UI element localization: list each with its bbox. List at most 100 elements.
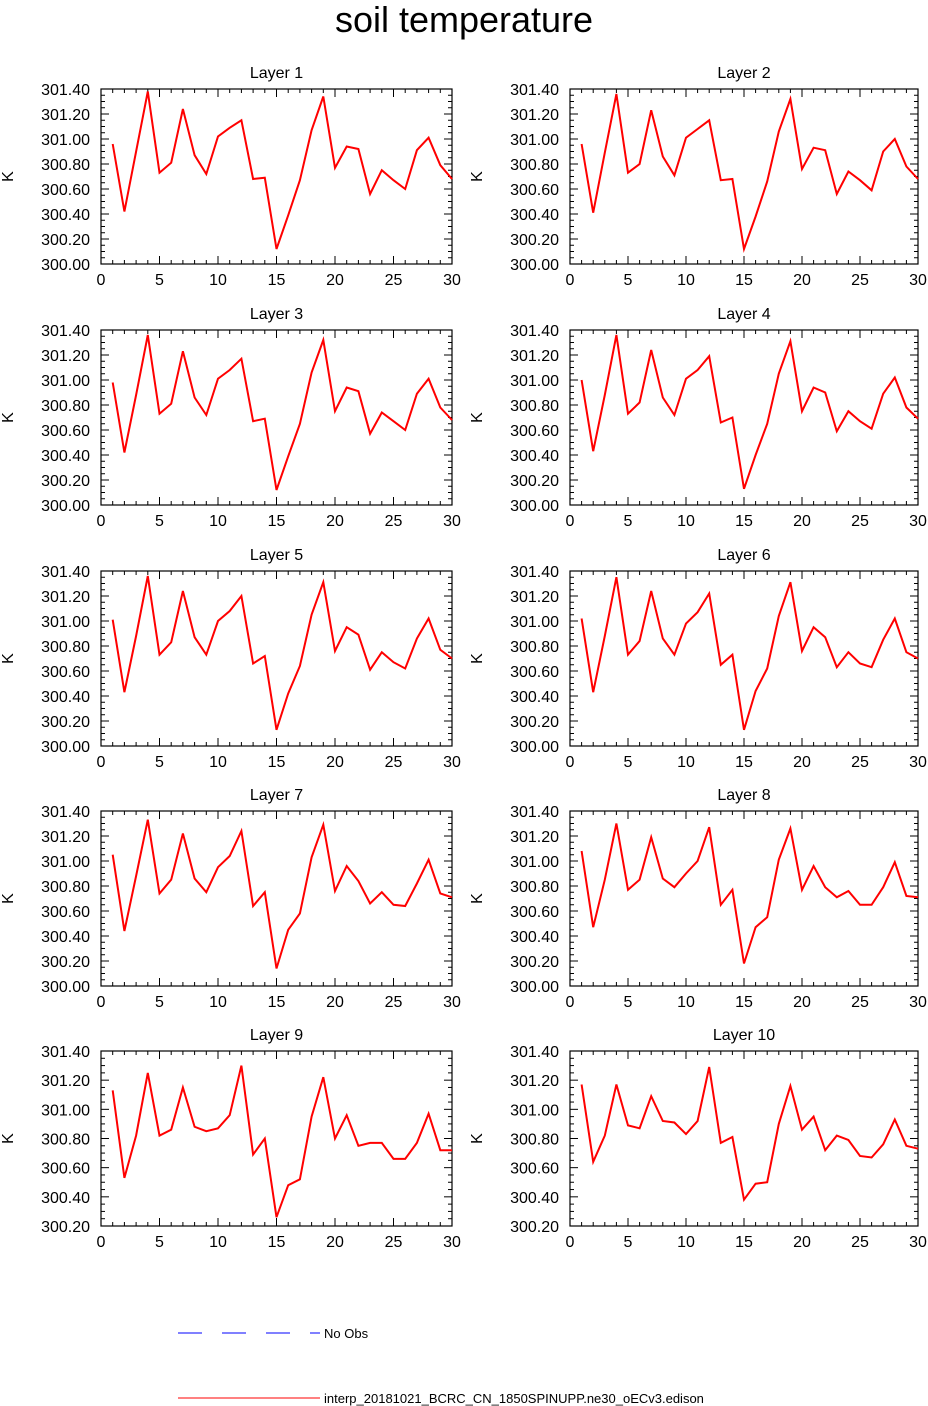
y-tick-label: 300.80	[41, 157, 90, 174]
y-tick-label: 301.20	[510, 107, 559, 124]
y-tick-label: 300.60	[41, 1161, 90, 1178]
x-tick-label: 0	[566, 272, 575, 289]
y-tick-label: 300.40	[41, 207, 90, 224]
x-tick-label: 30	[443, 1234, 461, 1251]
figure-title: soil temperature	[334, 0, 594, 40]
y-tick-label: 300.60	[510, 1161, 559, 1178]
chart-panel-layer-7: Layer 7 0 5 10 15 20 25 30 300.00 300.20 300.40 300…	[0, 787, 461, 1011]
y-tick-label: 301.00	[41, 1102, 90, 1119]
plot-frame	[100, 1050, 453, 1227]
y-tick-label: 301.00	[510, 614, 559, 631]
y-tick-label: 300.20	[510, 714, 559, 731]
y-tick-label: 300.40	[41, 1190, 90, 1207]
y-tick-label: 300.20	[41, 954, 90, 971]
x-tick-label: 25	[851, 272, 869, 289]
y-axis-label: K	[469, 1133, 486, 1144]
x-tick-label: 30	[443, 272, 461, 289]
y-tick-label: 300.80	[41, 639, 90, 656]
x-tick-label: 0	[97, 1234, 106, 1251]
y-tick-label: 301.40	[41, 564, 90, 581]
x-tick-label: 5	[624, 272, 633, 289]
x-tick-label: 25	[851, 1234, 869, 1251]
x-tick-label: 5	[624, 754, 633, 771]
panel-title: Layer 3	[250, 306, 303, 323]
x-tick-label: 15	[268, 1234, 286, 1251]
y-tick-label: 301.40	[41, 1044, 90, 1061]
series-line	[580, 823, 919, 964]
panel-title: Layer 8	[717, 787, 770, 804]
y-tick-label: 300.80	[41, 1132, 90, 1149]
x-tick-label: 10	[209, 1234, 227, 1251]
legend-label: No Obs	[324, 1326, 369, 1341]
panel-title: Layer 4	[717, 306, 770, 323]
chart-panel-layer-8: Layer 8 0 5 10 15 20 25 30 300.00 300.20 300.40 300…	[469, 787, 927, 1011]
panel-title: Layer 9	[250, 1027, 303, 1044]
y-axis-label: K	[0, 893, 17, 904]
plot-frame	[100, 329, 453, 506]
x-tick-label: 0	[566, 513, 575, 530]
x-tick-label: 20	[793, 272, 811, 289]
y-tick-label: 301.00	[41, 132, 90, 149]
y-axis-label: K	[0, 171, 17, 182]
x-tick-label: 20	[326, 513, 344, 530]
legend-label: interp_20181021_BCRC_CN_1850SPINUPP.ne30…	[324, 1391, 704, 1406]
x-tick-label: 5	[155, 272, 164, 289]
x-tick-label: 15	[268, 994, 286, 1011]
x-tick-label: 0	[566, 1234, 575, 1251]
y-tick-label: 301.40	[41, 82, 90, 99]
y-tick-label: 300.60	[510, 664, 559, 681]
y-tick-label: 301.20	[41, 348, 90, 365]
y-tick-label: 300.00	[510, 979, 559, 996]
x-tick-label: 25	[385, 754, 403, 771]
y-axis-label: K	[469, 653, 486, 664]
panel-title: Layer 2	[717, 65, 770, 82]
x-tick-label: 10	[209, 513, 227, 530]
y-tick-label: 301.20	[41, 107, 90, 124]
y-tick-label: 301.40	[510, 564, 559, 581]
y-tick-label: 300.60	[510, 423, 559, 440]
x-tick-label: 5	[155, 1234, 164, 1251]
chart-panel-layer-5: Layer 5 0 5 10 15 20 25 30 300.00 300.20 300.40 300…	[0, 547, 461, 771]
y-axis-label: K	[0, 412, 17, 423]
x-tick-label: 15	[735, 754, 753, 771]
x-tick-label: 30	[909, 754, 927, 771]
y-tick-label: 301.40	[510, 82, 559, 99]
y-tick-label: 300.80	[510, 879, 559, 896]
x-tick-label: 0	[97, 994, 106, 1011]
y-axis-label: K	[0, 1133, 17, 1144]
y-tick-label: 301.00	[41, 373, 90, 390]
chart-panel-layer-4: Layer 4 0 5 10 15 20 25 30 300.00 300.20 300.40 300…	[469, 306, 927, 530]
x-tick-label: 30	[443, 994, 461, 1011]
plot-frame	[569, 329, 919, 506]
y-tick-label: 300.40	[41, 689, 90, 706]
x-tick-label: 20	[793, 513, 811, 530]
panel-title: Layer 7	[250, 787, 303, 804]
x-tick-label: 15	[735, 272, 753, 289]
y-tick-label: 300.00	[41, 498, 90, 515]
y-tick-label: 301.40	[510, 1044, 559, 1061]
x-tick-label: 25	[385, 272, 403, 289]
series-line	[580, 334, 919, 490]
x-tick-label: 10	[677, 1234, 695, 1251]
x-tick-label: 20	[793, 754, 811, 771]
y-tick-label: 300.60	[41, 904, 90, 921]
x-tick-label: 15	[268, 272, 286, 289]
y-tick-label: 301.00	[41, 614, 90, 631]
x-tick-label: 30	[909, 272, 927, 289]
y-axis-label: K	[469, 412, 486, 423]
y-tick-label: 300.20	[41, 1219, 90, 1236]
chart-panel-layer-9: Layer 9 0 5 10 15 20 25 30 300.20 300.40 300.60 300…	[0, 1027, 461, 1251]
x-tick-label: 25	[851, 754, 869, 771]
y-tick-label: 300.80	[510, 1132, 559, 1149]
x-tick-label: 15	[268, 754, 286, 771]
y-tick-label: 300.40	[510, 207, 559, 224]
series-line	[111, 819, 453, 969]
x-tick-label: 20	[326, 272, 344, 289]
x-tick-label: 30	[909, 1234, 927, 1251]
x-tick-label: 20	[326, 754, 344, 771]
x-tick-label: 10	[209, 272, 227, 289]
y-tick-label: 300.40	[41, 929, 90, 946]
y-tick-label: 300.20	[41, 473, 90, 490]
x-tick-label: 5	[155, 513, 164, 530]
